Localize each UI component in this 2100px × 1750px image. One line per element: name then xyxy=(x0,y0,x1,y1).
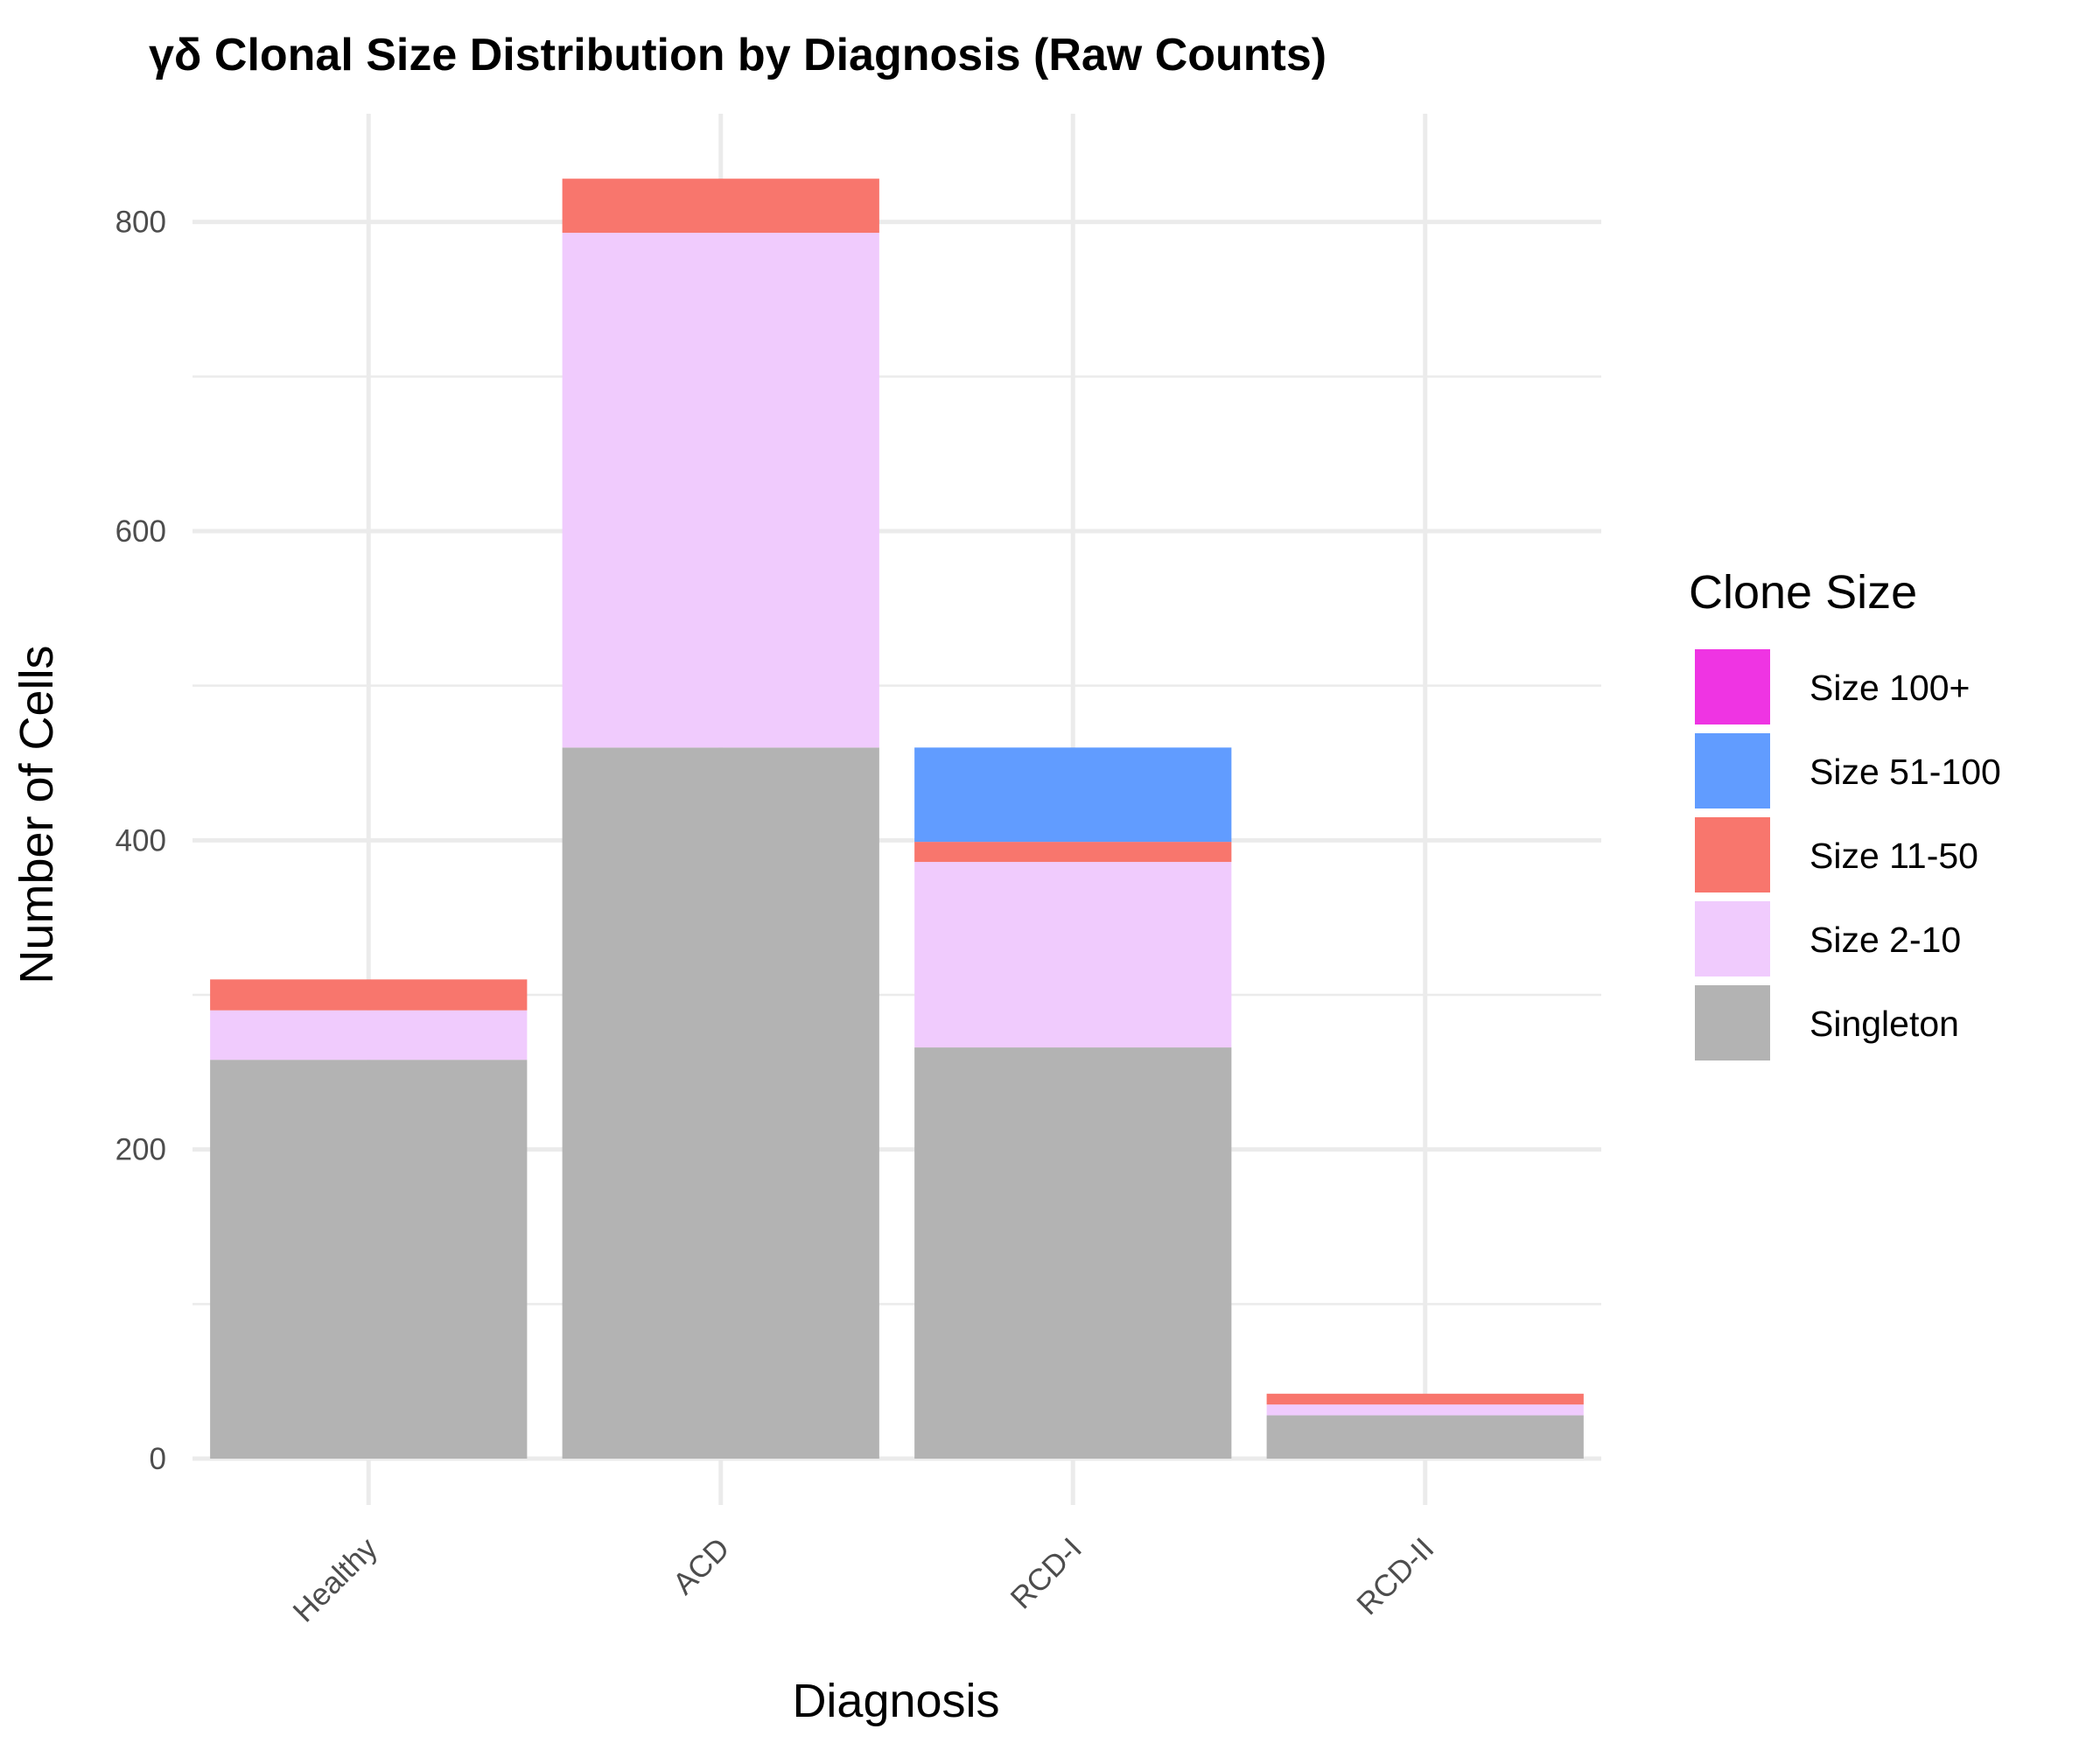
y-axis-tick-labels: 0 200 400 600 800 xyxy=(116,206,166,1476)
legend-items: Size 100+ Size 51-100 Size 11-50 Size 2-10 S… xyxy=(1695,649,2001,1060)
legend-key-size-100- xyxy=(1695,649,1770,724)
legend-label: Singleton xyxy=(1810,1004,1959,1044)
bar-healthy-singleton xyxy=(210,1060,528,1459)
x-axis-tick-labels: Healthy ACD RCD-I RCD-II xyxy=(286,1531,1440,1629)
legend-label: Size 11-50 xyxy=(1810,836,1978,876)
legend-label: Size 51-100 xyxy=(1810,752,2001,792)
legend-title: Clone Size xyxy=(1689,566,1917,619)
y-tick-label: 400 xyxy=(116,823,166,858)
legend-key-size-2-10 xyxy=(1695,901,1770,976)
bar-healthy-size-2-10 xyxy=(210,1010,528,1060)
bars xyxy=(210,178,1584,1459)
bar-acd-size-2-10 xyxy=(562,233,879,748)
bar-rcd-ii-singleton xyxy=(1266,1415,1584,1459)
bar-rcd-i-size-2-10 xyxy=(914,862,1232,1048)
x-tick-label: RCD-II xyxy=(1350,1531,1440,1621)
y-tick-label: 800 xyxy=(116,206,166,240)
y-tick-label: 0 xyxy=(150,1442,166,1476)
bar-rcd-ii-size-2-10 xyxy=(1266,1404,1584,1416)
bar-rcd-i-size-51-100 xyxy=(914,747,1232,843)
bar-acd-singleton xyxy=(562,747,879,1459)
x-tick-label: RCD-I xyxy=(1004,1531,1088,1615)
legend: Clone Size Size 100+ Size 51-100 Size 11-5… xyxy=(1689,566,2001,1060)
x-axis-title: Diagnosis xyxy=(792,1675,999,1727)
legend-label: Size 2-10 xyxy=(1810,920,1961,960)
y-tick-label: 600 xyxy=(116,514,166,549)
x-tick-label: Healthy xyxy=(286,1531,384,1629)
bar-acd-size-11-50 xyxy=(562,178,879,234)
bar-rcd-i-singleton xyxy=(914,1047,1232,1459)
chart-title: γδ Clonal Size Distribution by Diagnosis… xyxy=(149,30,1326,80)
bar-rcd-i-size-11-50 xyxy=(914,842,1232,863)
x-tick-label: ACD xyxy=(667,1531,737,1601)
bar-healthy-size-11-50 xyxy=(210,979,528,1011)
bar-rcd-ii-size-11-50 xyxy=(1266,1393,1584,1405)
legend-label: Size 100+ xyxy=(1810,668,1970,708)
y-axis-title: Number of Cells xyxy=(10,645,63,984)
legend-key-singleton xyxy=(1695,985,1770,1060)
legend-key-size-11-50 xyxy=(1695,817,1770,892)
legend-key-size-51-100 xyxy=(1695,733,1770,808)
y-tick-label: 200 xyxy=(116,1133,166,1167)
